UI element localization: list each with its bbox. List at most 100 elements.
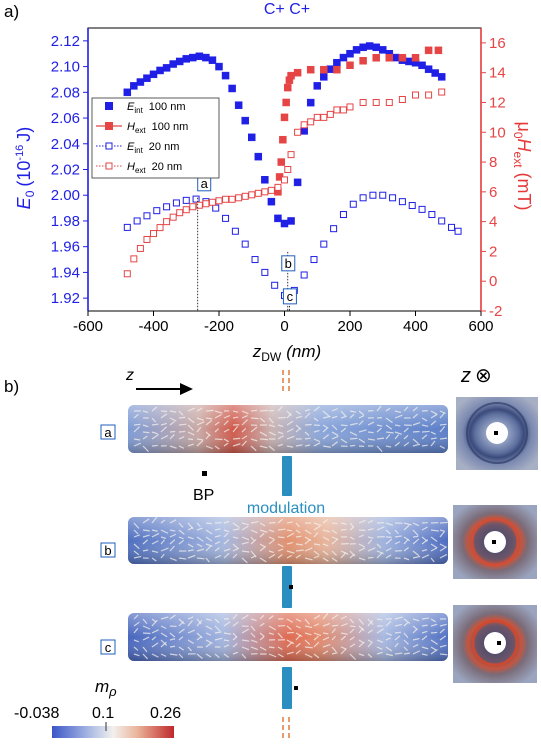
spin-arrow — [286, 651, 294, 655]
y-left-tick-label: 2.00 — [51, 187, 80, 204]
data-point — [306, 98, 315, 107]
spin-arrow — [295, 535, 302, 538]
spin-arrow — [349, 643, 356, 648]
spin-arrow — [358, 534, 364, 538]
spin-arrow — [232, 614, 238, 620]
spin-arrow — [160, 616, 169, 620]
spin-arrow — [421, 526, 428, 531]
spin-arrow — [214, 625, 221, 632]
spin-arrow — [439, 529, 446, 533]
data-point — [287, 151, 295, 159]
spin-arrow — [313, 417, 319, 422]
spin-arrow — [268, 424, 276, 428]
spin-arrow — [232, 528, 240, 531]
spin-arrow — [322, 636, 330, 641]
spin-arrow — [421, 624, 428, 627]
data-point — [280, 113, 289, 122]
spin-arrow — [151, 550, 159, 554]
data-point — [261, 176, 269, 184]
spin-arrow — [421, 653, 428, 656]
spin-arrow — [322, 415, 331, 419]
data-point — [136, 78, 145, 86]
spin-arrow — [412, 535, 419, 538]
spin-arrow — [313, 525, 321, 531]
spin-arrow — [214, 445, 220, 450]
wire-a-magnetization-texture — [133, 405, 448, 453]
spin-arrow — [268, 653, 277, 658]
data-point — [143, 74, 151, 82]
spin-arrow — [286, 532, 295, 538]
spin-arrow — [241, 639, 250, 642]
data-point — [153, 207, 161, 215]
spin-arrow — [385, 538, 393, 545]
spin-arrow — [322, 518, 329, 524]
spin-arrow — [421, 417, 428, 422]
row-b-label: b — [104, 543, 111, 558]
nanowire-b — [128, 516, 448, 564]
spin-arrow — [178, 628, 185, 634]
spin-arrow — [286, 413, 292, 419]
marker-box — [282, 288, 297, 305]
spin-arrow — [187, 549, 194, 552]
data-point — [202, 53, 210, 62]
spin-arrow — [394, 431, 402, 435]
data-point — [123, 88, 132, 97]
spin-arrow — [214, 618, 220, 624]
data-point — [359, 57, 367, 65]
spin-arrow — [349, 410, 357, 413]
spin-arrow — [286, 541, 294, 545]
spin-arrow — [160, 632, 168, 638]
spin-arrow — [151, 529, 158, 532]
spin-arrow — [367, 556, 374, 559]
spin-arrow — [304, 423, 312, 426]
spin-arrow — [430, 547, 438, 552]
spin-arrow — [331, 628, 336, 634]
spin-arrow — [232, 416, 239, 419]
spin-arrow — [286, 641, 293, 648]
spin-arrow — [412, 529, 419, 536]
data-point — [123, 270, 131, 278]
spin-arrow — [169, 539, 176, 545]
spin-arrow — [142, 646, 148, 653]
spin-arrow — [412, 438, 419, 444]
data-point — [437, 73, 446, 81]
spin-arrow — [376, 437, 385, 440]
spin-arrow — [133, 639, 139, 643]
spin-arrow — [313, 623, 320, 627]
spin-arrow — [241, 550, 250, 553]
spin-arrow — [160, 422, 167, 426]
spin-arrow — [250, 445, 257, 452]
spin-arrow — [151, 619, 158, 627]
bp-marker-3 — [294, 686, 298, 690]
spin-arrow — [214, 413, 222, 419]
y-right-sub: ext — [511, 152, 525, 169]
spin-arrow — [142, 636, 150, 641]
spin-arrow — [223, 428, 230, 433]
data-point — [150, 230, 157, 238]
spin-arrow — [205, 632, 212, 636]
row-a-label: a — [104, 425, 112, 440]
x-tick-label: 400 — [403, 318, 428, 335]
spin-arrow — [430, 543, 438, 549]
spin-arrow — [196, 548, 205, 552]
row-c-label: c — [105, 640, 112, 655]
data-point — [412, 91, 419, 99]
spin-arrow — [322, 434, 330, 440]
spin-arrow — [187, 407, 195, 412]
wire-c-shading — [128, 613, 448, 661]
center-dashed-marker-top — [282, 370, 290, 392]
spin-arrow — [241, 628, 250, 634]
data-point — [369, 191, 377, 199]
spin-arrow — [169, 614, 176, 620]
y-right-tick-label: 8 — [489, 154, 497, 171]
data-point — [228, 195, 236, 203]
spin-arrow — [295, 649, 301, 655]
spin-arrow — [178, 557, 187, 560]
spin-arrow — [349, 444, 356, 447]
spin-arrow — [268, 646, 275, 649]
spin-arrow — [169, 653, 178, 656]
spin-arrow — [232, 425, 239, 433]
spin-arrow — [439, 521, 448, 524]
colorbar-tick-min: -0.038 — [14, 705, 59, 722]
spin-arrow — [259, 557, 267, 563]
